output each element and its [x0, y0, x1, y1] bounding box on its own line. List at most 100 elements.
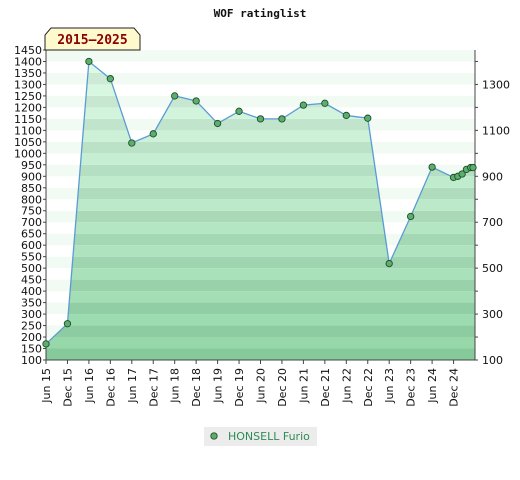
- badge-shape: [44, 27, 141, 51]
- area-band: [46, 314, 475, 326]
- x-tick-label: Jun 16: [83, 368, 96, 404]
- background-band: [46, 84, 475, 96]
- left-tick-label: 300: [21, 308, 42, 321]
- left-tick-label: 200: [21, 331, 42, 344]
- area-band: [46, 302, 475, 315]
- area-band: [46, 291, 475, 303]
- left-tick-label: 1300: [14, 78, 42, 91]
- x-tick-label: Jun 21: [297, 368, 310, 404]
- left-tick-label: 1200: [14, 101, 42, 114]
- x-tick-label: Jun 23: [383, 368, 396, 404]
- right-tick-label: 300: [482, 308, 503, 321]
- background-band: [46, 61, 475, 73]
- x-tick-label: Dec 23: [405, 368, 418, 407]
- area-band: [46, 187, 475, 200]
- area-band: [46, 164, 475, 177]
- data-point: [299, 101, 308, 109]
- x-tick-label: Jun 22: [340, 368, 353, 404]
- area-band: [46, 222, 475, 234]
- data-point: [342, 111, 350, 120]
- left-tick-label: 1450: [14, 44, 42, 57]
- area-band: [46, 268, 475, 280]
- data-point: [171, 92, 179, 100]
- data-point: [213, 119, 222, 128]
- x-tick-label: Jun 20: [255, 368, 268, 404]
- data-point: [385, 259, 393, 268]
- left-tick-label: 1000: [14, 147, 42, 160]
- x-tick-label: Dec 16: [104, 368, 117, 407]
- x-tick-label: Jun 19: [212, 368, 225, 404]
- x-ticks: Jun 15 Dec 15 Jun 16 Dec 16 Jun 17 Dec 17 Jun …: [40, 360, 461, 407]
- data-point: [128, 139, 136, 147]
- area-band: [46, 199, 475, 211]
- left-tick-label: 1050: [14, 136, 42, 149]
- right-tick-label: 1100: [482, 124, 510, 137]
- data-point: [106, 75, 115, 83]
- left-tick-label: 1150: [14, 113, 42, 126]
- left-tick-label: 350: [21, 297, 42, 310]
- data-point: [458, 170, 466, 178]
- legend-marker: [210, 432, 218, 440]
- data-point: [256, 115, 265, 123]
- left-tick-label: 250: [21, 320, 42, 333]
- right-tick-label: 700: [482, 216, 503, 229]
- area-band: [46, 348, 475, 360]
- left-tick-label: 950: [21, 159, 42, 172]
- data-point: [469, 163, 477, 172]
- data-point: [406, 212, 415, 221]
- area-band: [46, 337, 475, 349]
- data-point: [63, 320, 72, 328]
- area-band: [46, 153, 475, 165]
- area-band: [46, 325, 475, 338]
- left-tick-label: 1100: [14, 124, 42, 137]
- left-tick-label: 450: [21, 274, 42, 287]
- date-range-badge: 2015–2025: [44, 27, 141, 51]
- area-band: [46, 210, 475, 223]
- area-band: [46, 176, 475, 188]
- x-tick-label: Dec 15: [61, 368, 74, 407]
- x-tick-label: Jun 15: [40, 368, 53, 404]
- background-band: [46, 95, 475, 108]
- left-y-ticks: 1001502002503003504004505005506006507007…: [14, 44, 46, 367]
- left-tick-label: 900: [21, 170, 42, 183]
- left-tick-label: 800: [21, 193, 42, 206]
- data-point: [192, 97, 200, 105]
- x-tick-label: Dec 20: [276, 368, 289, 407]
- data-point: [278, 115, 286, 123]
- x-tick-label: Dec 22: [362, 368, 375, 407]
- right-tick-label: 500: [482, 262, 503, 275]
- data-point: [149, 130, 157, 138]
- data-point: [235, 107, 243, 115]
- right-tick-label: 1300: [482, 78, 510, 91]
- series-markers: [42, 57, 477, 348]
- left-tick-label: 700: [21, 216, 42, 229]
- left-tick-label: 1250: [14, 90, 42, 103]
- left-tick-label: 650: [21, 228, 42, 241]
- x-tick-label: Dec 24: [448, 368, 461, 407]
- legend-background: [204, 427, 317, 446]
- x-tick-label: Dec 18: [190, 368, 203, 407]
- right-y-ticks: 100 300 500 700 900 1100 1300: [475, 60, 510, 367]
- right-tick-label: 900: [482, 170, 503, 183]
- area-band: [46, 233, 475, 246]
- area-band: [46, 130, 475, 142]
- data-point: [321, 99, 329, 107]
- area-band: [46, 279, 475, 292]
- badge-text: 2015–2025: [57, 33, 127, 48]
- left-tick-label: 100: [21, 354, 42, 367]
- left-tick-label: 600: [21, 239, 42, 252]
- area-band: [46, 118, 475, 131]
- data-point: [42, 340, 50, 348]
- data-point: [85, 57, 93, 66]
- left-tick-label: 550: [21, 251, 42, 264]
- left-tick-label: 850: [21, 182, 42, 195]
- x-tick-label: Jun 24: [426, 368, 439, 404]
- legend: HONSELL Furio: [204, 427, 317, 446]
- left-tick-label: 150: [21, 343, 42, 356]
- x-tick-label: Jun 18: [169, 368, 182, 404]
- left-tick-label: 750: [21, 205, 42, 218]
- legend-label: HONSELL Furio: [228, 430, 310, 443]
- area-band: [46, 245, 475, 257]
- chart-title: WOF ratinglist: [214, 7, 307, 20]
